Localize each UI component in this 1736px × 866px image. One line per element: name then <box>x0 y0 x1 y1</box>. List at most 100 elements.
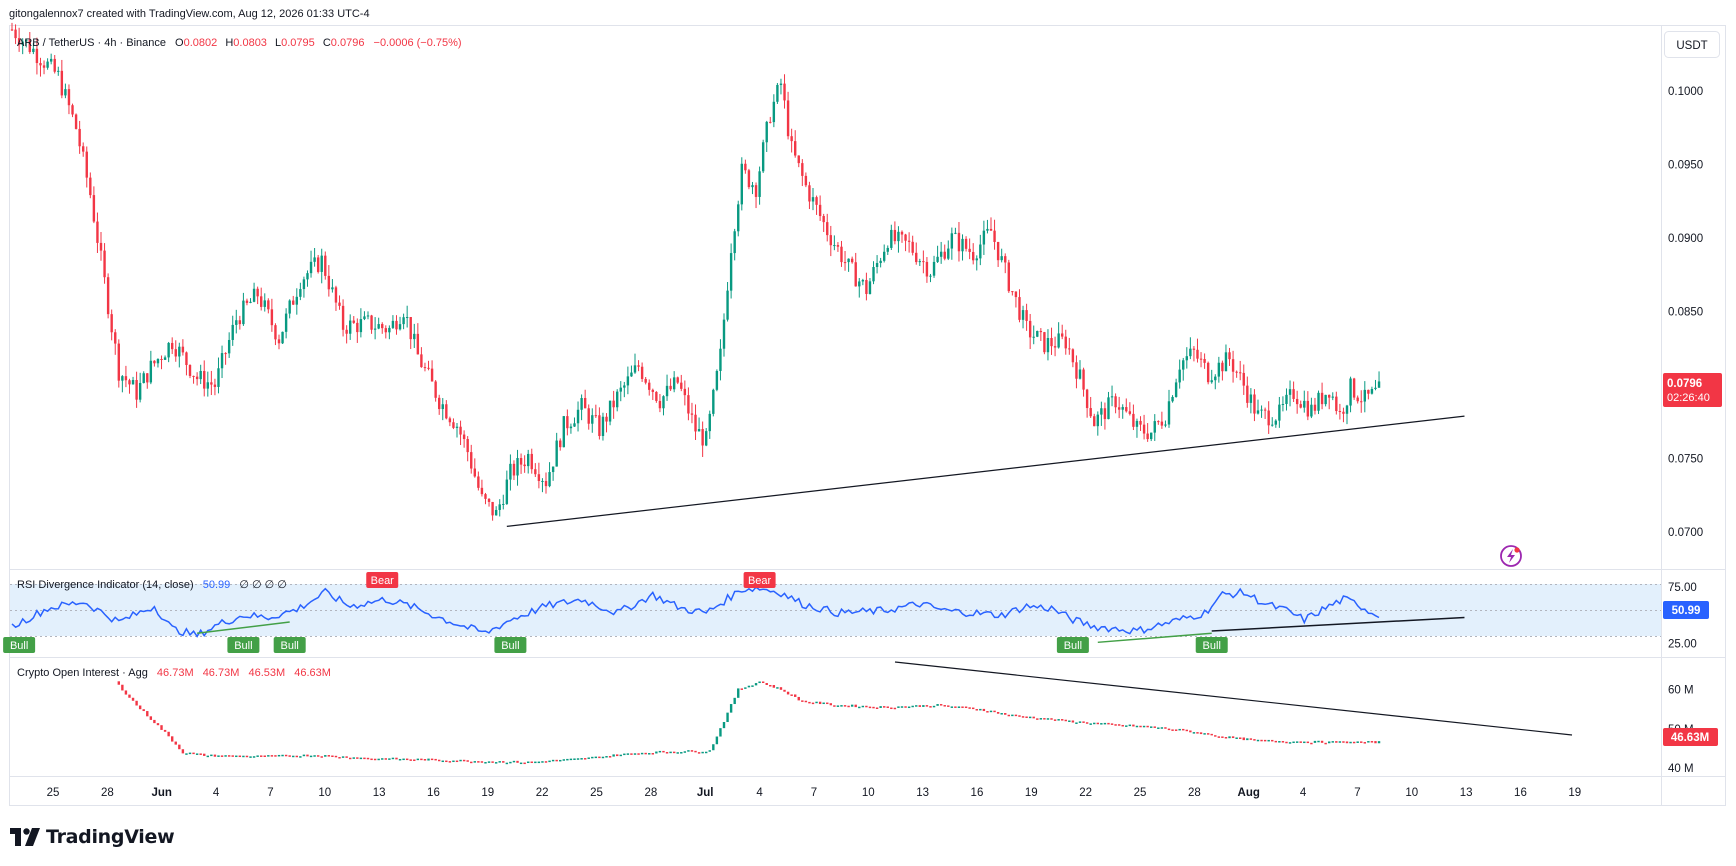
oi-candle <box>1171 729 1174 731</box>
oi-candle <box>1288 742 1292 744</box>
candle-body <box>231 324 234 340</box>
oi-candle <box>712 744 715 751</box>
legend-high-label: H <box>225 37 233 49</box>
oi-candle <box>423 759 427 761</box>
oi-candle <box>427 758 430 761</box>
candle-body <box>907 240 911 242</box>
oi-candle <box>815 701 818 704</box>
time-tick-label: 4 <box>756 787 763 799</box>
oi-candle <box>1100 723 1103 725</box>
candle-body <box>74 114 78 129</box>
lightning-icon[interactable] <box>1500 545 1522 567</box>
candle-body <box>566 416 569 429</box>
oi-candle <box>1032 716 1035 719</box>
oi-candle <box>1117 724 1121 726</box>
candle-body <box>740 163 743 205</box>
candlestick-series <box>10 22 1381 521</box>
bear-marker[interactable]: Bear <box>366 572 399 588</box>
candle-body <box>477 476 480 488</box>
oi-candle <box>452 760 455 763</box>
oi-candle <box>135 700 138 706</box>
oi-candle <box>662 750 665 753</box>
oi-candle <box>1004 713 1007 715</box>
oi-candle <box>484 762 487 764</box>
oi-candle <box>494 762 498 764</box>
support-trendline[interactable] <box>506 415 1465 527</box>
rsi-badge-value: 50.99 <box>1672 605 1701 617</box>
candle-body <box>1242 372 1245 386</box>
candle-body <box>680 382 683 389</box>
candle-body <box>96 221 99 243</box>
oi-trendline[interactable] <box>894 661 1573 736</box>
oi-candle <box>377 758 380 761</box>
oi-candle <box>1014 714 1018 717</box>
bull-marker[interactable]: Bull <box>227 637 260 653</box>
candle-body <box>729 253 733 291</box>
bull-marker[interactable]: Bull <box>273 637 306 653</box>
time-tick-label: 13 <box>916 787 929 799</box>
bear-marker[interactable]: Bear <box>743 572 776 588</box>
price-axis[interactable]: 0.1000 0.0950 0.0900 0.0850 0.0750 0.0700 75.0… <box>1668 86 1703 775</box>
oi-candle <box>448 761 452 763</box>
oi-candle <box>1185 729 1188 732</box>
candle-body <box>82 146 85 152</box>
candle-body <box>865 279 868 294</box>
oi-candle <box>541 761 544 763</box>
candle-body <box>1128 411 1132 414</box>
candle-body <box>509 463 512 480</box>
candle-body <box>1310 404 1313 417</box>
oi-candle <box>993 710 996 713</box>
rsi-legend[interactable]: RSI Divergence Indicator (14, close) 50.… <box>17 579 287 591</box>
candle-body <box>979 244 982 259</box>
candle-body <box>345 329 348 334</box>
oi-candle <box>619 754 622 757</box>
oi-candle <box>434 758 437 761</box>
bull-marker[interactable]: Bull <box>1195 637 1228 653</box>
candle-body <box>883 251 886 261</box>
time-tick-label: 22 <box>536 787 549 799</box>
candle-body <box>783 83 786 101</box>
candle-body <box>1085 389 1089 409</box>
bull-marker[interactable]: Bull <box>494 637 527 653</box>
candle-body <box>1093 416 1096 427</box>
candle-body <box>932 261 936 276</box>
oi-candle <box>430 758 434 761</box>
bull-marker[interactable]: Bull <box>3 637 36 653</box>
candle-body <box>420 354 423 368</box>
oi-candle <box>178 744 181 750</box>
time-tick-label: 22 <box>1079 787 1092 799</box>
candle-body <box>302 279 306 290</box>
candle-body <box>502 503 505 505</box>
oi-candle <box>843 705 847 707</box>
currency-button[interactable] <box>1664 31 1720 58</box>
oi-candle <box>391 757 395 760</box>
candle-body <box>939 251 943 257</box>
candle-body <box>1046 337 1050 353</box>
bull-marker[interactable]: Bull <box>1056 637 1089 653</box>
oi-candle <box>1199 732 1203 735</box>
candle-body <box>498 504 501 510</box>
oi-candle <box>352 757 355 759</box>
oi-candle <box>929 706 932 708</box>
candle-body <box>1053 346 1057 348</box>
oi-candle <box>1239 737 1242 739</box>
time-axis[interactable]: 25 28 Jun 4 7 10 13 16 19 22 25 28 Jul 4 7 10 13 16 19 22 25… <box>47 787 1582 799</box>
main-legend[interactable]: ARB / TetherUS · 4h · Binance O0.0802 H0… <box>17 37 462 49</box>
candle-body <box>608 400 612 422</box>
oi-candle <box>203 753 206 756</box>
candle-body <box>1235 371 1238 373</box>
oi-candle <box>950 706 954 708</box>
candle-body <box>274 325 277 340</box>
time-tick-label: 28 <box>644 787 657 799</box>
oi-candle <box>612 754 615 757</box>
candle-body <box>434 381 437 398</box>
candle-body <box>1206 362 1210 383</box>
candle-body <box>548 472 551 487</box>
oi-badge-value: 46.63M <box>1671 732 1709 744</box>
oi-candle <box>277 754 281 757</box>
candle-body <box>633 365 637 373</box>
tradingview-logo[interactable]: TradingView <box>10 826 175 848</box>
candle-body <box>1199 358 1203 360</box>
oi-legend[interactable]: Crypto Open Interest · Agg 46.73M 46.73M… <box>17 667 331 679</box>
